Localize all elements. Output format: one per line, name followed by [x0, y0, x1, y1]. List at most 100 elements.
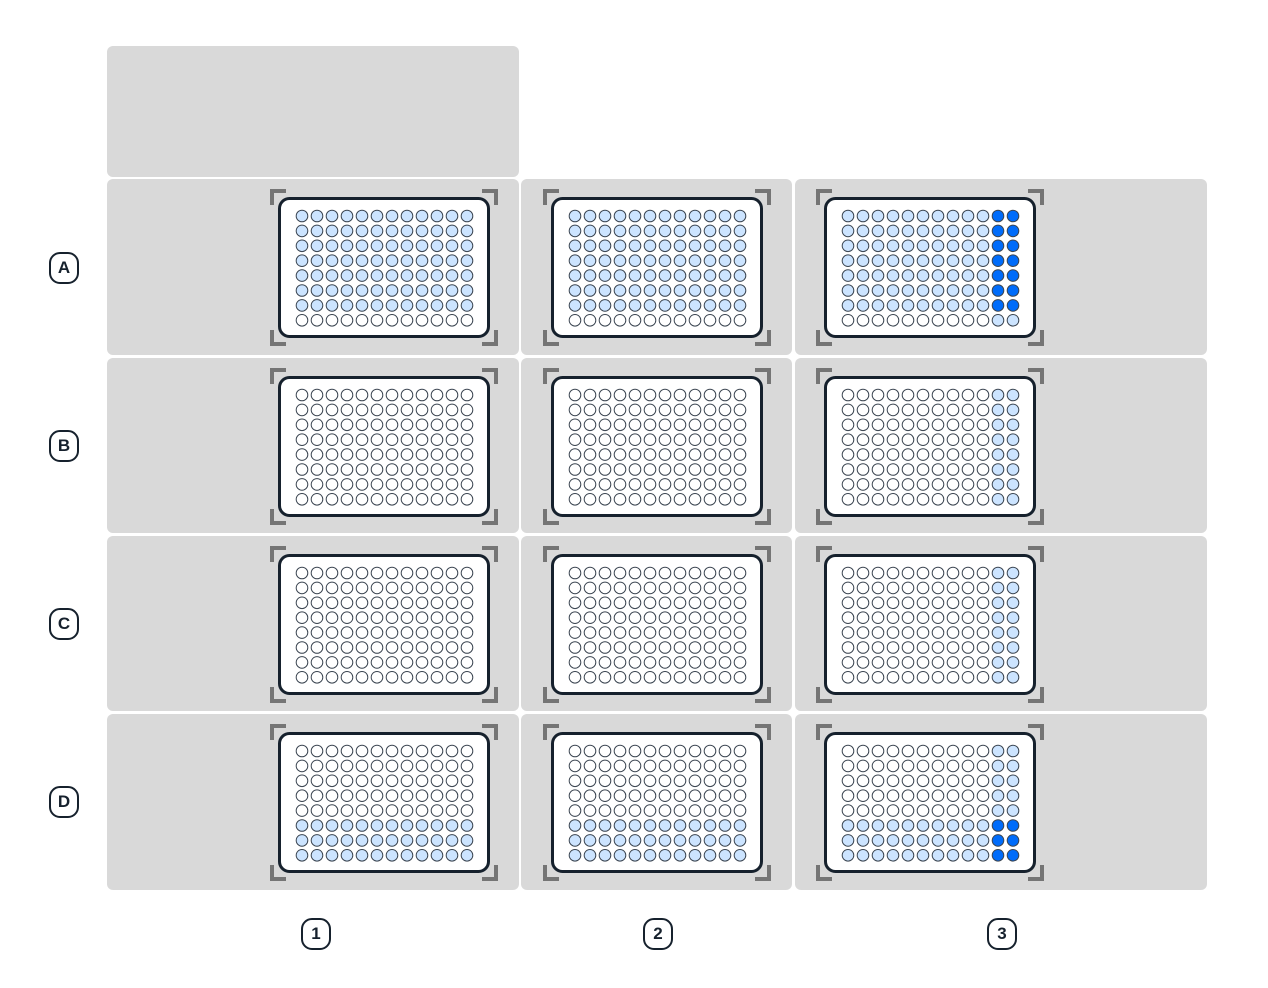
well-F5	[355, 641, 369, 654]
well-D4	[613, 254, 627, 267]
well-D6	[370, 611, 384, 624]
well-F3	[325, 641, 339, 654]
well-F10	[703, 641, 717, 654]
well-G10	[703, 478, 717, 491]
well-D5	[355, 611, 369, 624]
well-C8	[946, 774, 960, 788]
well-D8	[946, 611, 960, 624]
well-D3	[598, 789, 612, 802]
labware-c2[interactable]	[543, 546, 771, 703]
well-C6	[916, 239, 930, 253]
well-C12	[733, 774, 747, 788]
well-A3	[325, 566, 339, 580]
well-B3	[325, 403, 339, 417]
well-B12	[1006, 581, 1020, 595]
corner-bracket-icon	[270, 189, 498, 346]
well-A1	[568, 209, 582, 223]
well-A1	[295, 209, 309, 223]
well-A5	[355, 209, 369, 223]
well-A10	[430, 744, 444, 758]
well-G7	[385, 656, 399, 669]
labware-b1[interactable]	[270, 368, 498, 525]
well-C1	[568, 239, 582, 253]
well-F5	[901, 463, 915, 476]
well-H3	[325, 849, 339, 862]
well-B2	[856, 403, 870, 417]
well-B5	[901, 759, 915, 773]
well-A4	[340, 209, 354, 223]
well-C2	[310, 239, 324, 253]
well-F8	[946, 641, 960, 654]
labware-a2[interactable]	[543, 189, 771, 346]
well-G6	[643, 834, 657, 847]
well-E6	[370, 804, 384, 817]
labware-c1[interactable]	[270, 546, 498, 703]
labware-d1[interactable]	[270, 724, 498, 881]
well-G6	[916, 834, 930, 847]
well-B10	[976, 403, 990, 417]
well-G6	[370, 834, 384, 847]
well-H9	[415, 849, 429, 862]
well-H7	[658, 671, 672, 684]
well-H3	[598, 493, 612, 506]
well-H4	[340, 493, 354, 506]
well-D2	[310, 611, 324, 624]
labware-b3[interactable]	[816, 368, 1044, 525]
well-D9	[415, 254, 429, 267]
well-E7	[931, 626, 945, 639]
row-label-a: A	[49, 252, 79, 284]
well-C10	[976, 418, 990, 432]
well-H4	[340, 314, 354, 327]
well-H6	[916, 671, 930, 684]
well-D7	[385, 254, 399, 267]
labware-a1[interactable]	[270, 189, 498, 346]
well-D5	[901, 254, 915, 267]
well-G9	[415, 656, 429, 669]
well-E12	[460, 626, 474, 639]
labware-d2[interactable]	[543, 724, 771, 881]
well-A3	[871, 209, 885, 223]
well-G12	[733, 656, 747, 669]
well-F7	[931, 463, 945, 476]
well-E8	[946, 804, 960, 817]
well-E2	[310, 626, 324, 639]
well-E12	[733, 626, 747, 639]
well-H2	[583, 493, 597, 506]
well-F9	[961, 284, 975, 297]
well-G7	[931, 834, 945, 847]
well-G5	[901, 299, 915, 312]
well-H9	[415, 314, 429, 327]
well-B10	[703, 759, 717, 773]
well-H3	[325, 671, 339, 684]
well-A12	[733, 744, 747, 758]
labware-b2[interactable]	[543, 368, 771, 525]
well-G11	[445, 834, 459, 847]
well-A9	[688, 566, 702, 580]
well-H12	[460, 314, 474, 327]
well-A7	[658, 388, 672, 402]
well-B11	[445, 403, 459, 417]
well-E1	[295, 269, 309, 282]
well-H6	[916, 849, 930, 862]
labware-c3[interactable]	[816, 546, 1044, 703]
well-F3	[325, 284, 339, 297]
well-A12	[733, 388, 747, 402]
well-C5	[355, 596, 369, 610]
well-E10	[976, 448, 990, 461]
labware-a3[interactable]	[816, 189, 1044, 346]
labware-d3[interactable]	[816, 724, 1044, 881]
well-G9	[961, 478, 975, 491]
well-C3	[325, 774, 339, 788]
well-B8	[400, 403, 414, 417]
well-F11	[718, 463, 732, 476]
well-A3	[325, 209, 339, 223]
well-G2	[310, 299, 324, 312]
well-H9	[415, 671, 429, 684]
well-G10	[976, 834, 990, 847]
well-E9	[415, 626, 429, 639]
well-G5	[901, 656, 915, 669]
well-E2	[583, 448, 597, 461]
well-F5	[355, 284, 369, 297]
row-label-c: C	[49, 608, 79, 640]
well-C6	[370, 774, 384, 788]
